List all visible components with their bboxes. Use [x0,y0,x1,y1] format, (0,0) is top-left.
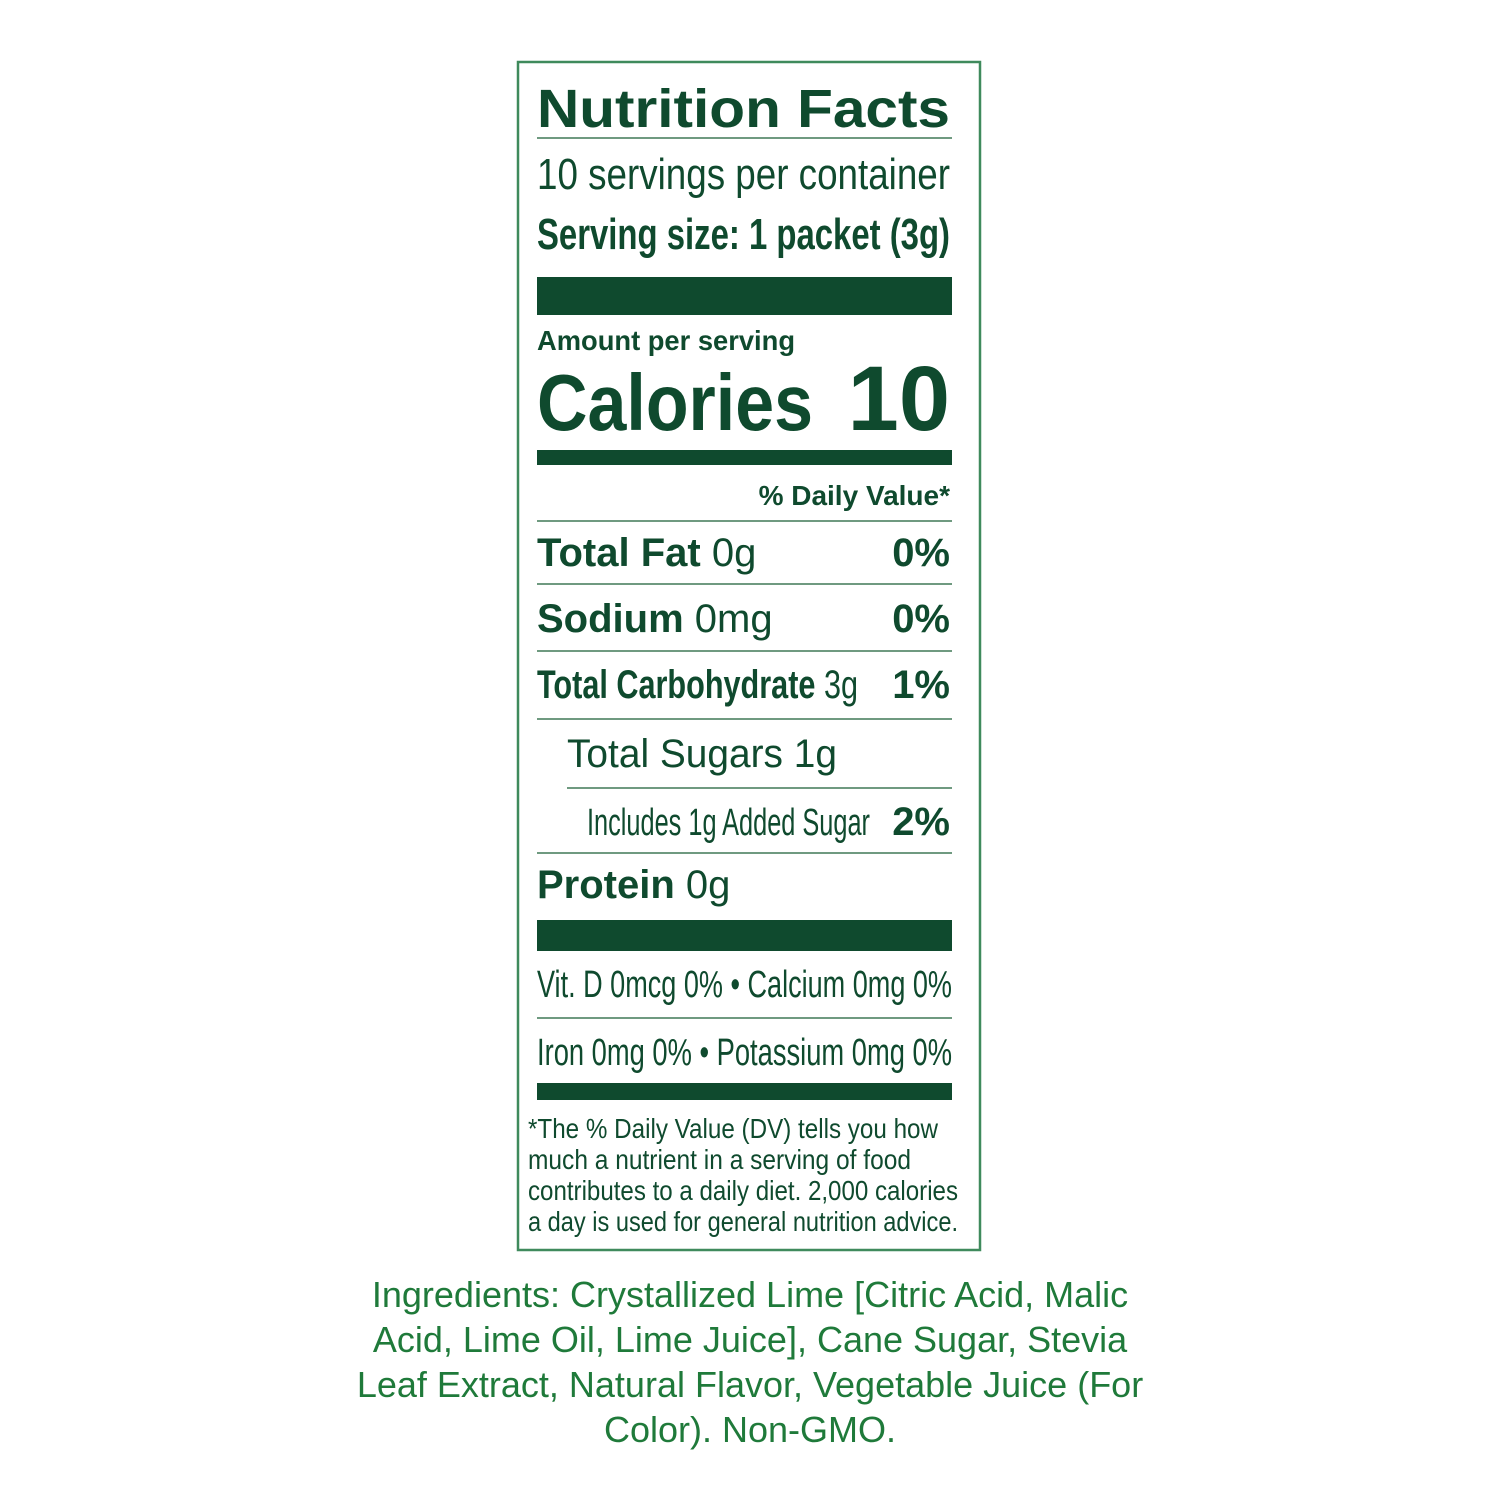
nutrient-name: Total Carbohydrate [537,663,815,707]
calories-label: Calories [537,358,813,447]
nutrient-amount: 0g [686,863,731,907]
nutrient-amount: 1g [794,732,837,776]
footnote-line: much a nutrient in a serving of food [528,1144,911,1175]
servings: 10 servings per container [537,150,950,199]
nutrient-amount: 0g [712,531,757,575]
nutrient-amount: 0mg [695,597,773,641]
nutrient-dv: 0% [892,597,950,641]
title: Nutrition Facts [537,79,950,139]
nutrient-dv: 0% [892,531,950,575]
medium-bar [537,450,952,465]
vitamin-line: Vit. D 0mcg 0% • Calcium 0mg 0% [537,964,952,1006]
nutrient-name: Total Fat [537,531,701,575]
calories-value: 10 [848,348,950,450]
nutrient-amount: 3g [824,663,858,707]
ingredients-line: Acid, Lime Oil, Lime Juice], Cane Sugar,… [373,1319,1128,1360]
ingredients-line: Leaf Extract, Natural Flavor, Vegetable … [357,1364,1143,1405]
label-border [516,60,982,1252]
daily-value-header: % Daily Value* [759,480,951,511]
vitamin-line: Iron 0mg 0% • Potassium 0mg 0% [537,1032,952,1074]
nutrient-row: Total Fat 0g [537,531,756,575]
amount-per-serving: Amount per serving [537,325,795,356]
nutrient-dv: 2% [892,800,950,844]
nutrient-name: Total Sugars [567,732,783,776]
ingredients-line: Ingredients: Crystallized Lime [Citric A… [372,1274,1128,1315]
nutrient-row: Protein 0g [537,863,730,907]
thick-bar [537,277,952,315]
footnote-line: *The % Daily Value (DV) tells you how [528,1113,939,1144]
nutrient-dv: 1% [892,663,950,707]
nutrient-name: Sodium [537,597,684,641]
medium-bar [537,1083,952,1100]
ingredients-line: Color). Non-GMO. [604,1409,896,1450]
thick-bar [537,920,952,951]
serving-size: Serving size: 1 packet (3g) [537,210,950,259]
footnote-line: contributes to a daily diet. 2,000 calor… [528,1175,958,1206]
footnote-line: a day is used for general nutrition advi… [528,1206,958,1237]
nutrient-row: Total Carbohydrate 3g [537,663,858,707]
nutrient-name: Includes 1g Added Sugar [587,802,870,844]
nutrient-row: Total Sugars 1g [567,732,837,776]
nutrient-row: Sodium 0mg [537,597,773,641]
nutrient-name: Protein [537,863,675,907]
